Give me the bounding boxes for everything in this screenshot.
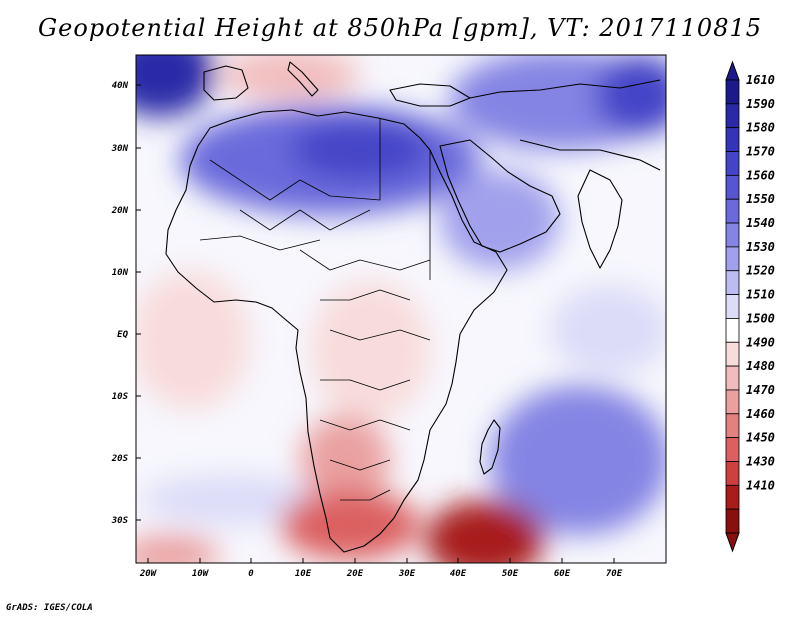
field-blob — [300, 415, 390, 505]
field-blob — [440, 170, 560, 270]
x-axis-labels: 20W 10W 0 10E 20E 30E 40E 50E 60E 70E — [139, 569, 623, 579]
lat-tick-label: 30S — [111, 516, 129, 526]
colorbar-segment — [725, 341, 740, 367]
colorbar-label: 1510 — [746, 288, 775, 302]
y-axis-labels: 40N 30N 20N 10N EQ 10S 20S 30S — [111, 81, 129, 526]
colorbar-segment — [725, 437, 740, 462]
height-field — [136, 55, 666, 563]
colorbar-segment — [725, 413, 740, 439]
field-blob — [140, 475, 320, 525]
africa-coastline — [165, 109, 508, 553]
europe-coastline — [203, 65, 249, 101]
turkey-coastline — [389, 83, 471, 107]
colorbar-segment — [725, 461, 740, 486]
colorbar-label: 1550 — [746, 192, 775, 206]
colorbar-label: 1430 — [746, 454, 775, 468]
lat-tick-label: 30N — [111, 144, 129, 154]
axis-ticks — [136, 84, 615, 563]
lon-tick-label: 20W — [139, 569, 158, 579]
country-borders — [199, 118, 431, 501]
colorbar-segment — [725, 270, 740, 295]
colorbar-segment — [725, 484, 740, 510]
colorbar-label: 1540 — [746, 216, 775, 230]
plot-frame — [135, 54, 667, 564]
lon-tick-label: 20E — [346, 569, 364, 579]
lon-tick-label: 0 — [248, 569, 254, 579]
colorbar-segment — [725, 246, 740, 272]
india-coastline — [577, 169, 623, 269]
field-blob — [310, 280, 430, 420]
lat-tick-label: 10N — [112, 268, 129, 278]
colorbar-segment — [725, 127, 740, 152]
colorbar-label: 1610 — [746, 73, 775, 87]
colorbar-label: 1500 — [746, 311, 775, 325]
field-blob — [136, 55, 215, 117]
field-blob — [220, 55, 360, 100]
colorbar-segment — [725, 103, 740, 129]
lon-tick-label: 30E — [398, 569, 416, 579]
lon-tick-label: 40E — [450, 569, 467, 579]
colorbar-segment — [725, 508, 740, 534]
colorbar-segment — [725, 198, 740, 224]
lon-tick-label: 60E — [554, 569, 571, 579]
colorbar-segment — [725, 174, 740, 200]
footer-credit: GrADS: IGES/COLA — [6, 603, 93, 613]
field-blob — [595, 55, 666, 135]
colorbar-label: 1590 — [746, 97, 775, 111]
colorbar-label: 1410 — [746, 478, 775, 492]
colorbar-label: 1460 — [746, 407, 775, 421]
lat-tick-label: 20S — [111, 454, 129, 464]
colorbar-label: 1530 — [746, 240, 775, 254]
colorbar-label: 1450 — [746, 431, 775, 445]
italy-coastline — [287, 61, 319, 97]
colorbar-labels: 1610 1590 1580 1570 1560 1550 1540 1530 1520 1510… — [746, 73, 775, 492]
field-blob — [136, 535, 220, 563]
colorbar-segment — [725, 222, 740, 248]
colorbar-label: 1490 — [746, 335, 775, 349]
lon-tick-label: 10E — [295, 569, 312, 579]
lon-tick-label: 50E — [502, 569, 519, 579]
colorbar-label: 1520 — [746, 264, 775, 278]
field-blob — [490, 385, 666, 535]
field-blob — [425, 500, 545, 563]
lat-tick-label: 40N — [112, 81, 129, 91]
colorbar-segment — [725, 79, 740, 105]
lon-tick-label: 70E — [606, 569, 623, 579]
colorbar-label: 1480 — [746, 359, 775, 373]
lat-tick-label: 10S — [112, 392, 129, 402]
colorbar-top-arrow — [725, 60, 740, 81]
field-blob — [550, 285, 666, 375]
lat-tick-label: 20N — [111, 206, 129, 216]
asia-border — [469, 79, 661, 171]
field-blob — [280, 490, 420, 560]
field-blob — [290, 120, 430, 180]
colorbar — [725, 60, 740, 553]
colorbar-label: 1560 — [746, 168, 775, 182]
colorbar-segment — [725, 318, 740, 343]
colorbar-label: 1580 — [746, 121, 775, 135]
arabia-coastline — [439, 139, 561, 253]
map-plot-area — [136, 55, 666, 563]
madagascar-coastline — [479, 419, 501, 475]
colorbar-label: 1570 — [746, 145, 775, 159]
map-title: Geopotential Height at 850hPa [gpm], VT:… — [38, 14, 762, 42]
field-blob — [136, 270, 250, 410]
colorbar-label: 1470 — [746, 383, 775, 397]
colorbar-bottom-arrow — [725, 532, 740, 553]
lat-tick-label: EQ — [117, 330, 128, 340]
colorbar-segment — [725, 151, 740, 176]
colorbar-segment — [725, 365, 740, 391]
lon-tick-label: 10W — [192, 569, 210, 579]
colorbar-segment — [725, 389, 740, 415]
coastlines-and-borders — [165, 61, 661, 553]
colorbar-segment — [725, 294, 740, 319]
